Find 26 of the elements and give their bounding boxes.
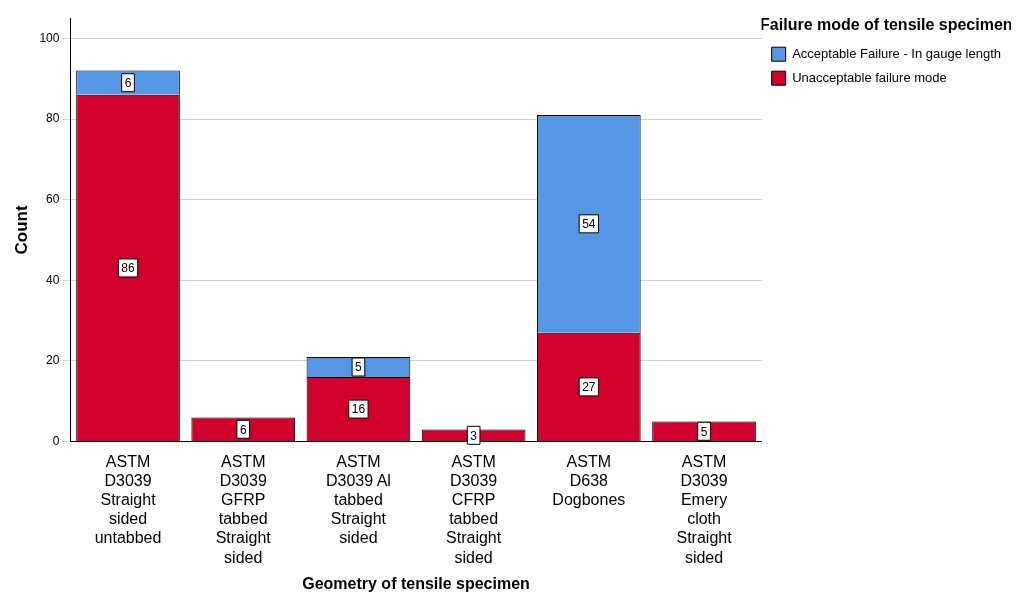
data-label: 54 <box>582 217 596 232</box>
x-tick-label: ASTM D3039 CFRP tabbed Straight sided <box>446 452 502 566</box>
legend-label: Unacceptable failure mode <box>792 69 947 85</box>
x-axis-title: Geometry of tensile specimen <box>302 574 530 592</box>
y-tick-label: 40 <box>46 272 60 287</box>
data-label: 16 <box>351 402 366 417</box>
x-tick-label: ASTM D638 Dogbones <box>552 452 626 509</box>
x-tick-label: ASTM D3039 Al tabbed Straight sided <box>325 452 391 547</box>
x-tick-label: ASTM D3039 GFRP tabbed Straight sided <box>215 452 272 566</box>
data-label: 3 <box>470 428 478 443</box>
y-tick-label: 60 <box>46 191 60 206</box>
y-tick-label: 20 <box>46 353 60 368</box>
x-tick-label: ASTM D3039 Emery cloth Straight sided <box>676 452 733 566</box>
data-label: 5 <box>355 360 363 375</box>
y-tick-label: 0 <box>52 433 60 448</box>
y-tick-label: 100 <box>39 30 60 45</box>
x-tick-label: ASTM D3039 Straight sided untabbed <box>94 452 162 547</box>
data-label: 27 <box>582 380 596 395</box>
data-label: 6 <box>124 76 132 91</box>
data-label: 5 <box>700 424 708 439</box>
data-label: 6 <box>239 422 247 437</box>
data-label: 86 <box>121 261 136 276</box>
y-tick-label: 80 <box>46 111 60 126</box>
y-axis-title: Count <box>11 205 31 255</box>
legend-title: Failure mode of tensile specimen <box>760 16 1013 34</box>
legend-label: Acceptable Failure - In gauge length <box>792 45 1001 61</box>
